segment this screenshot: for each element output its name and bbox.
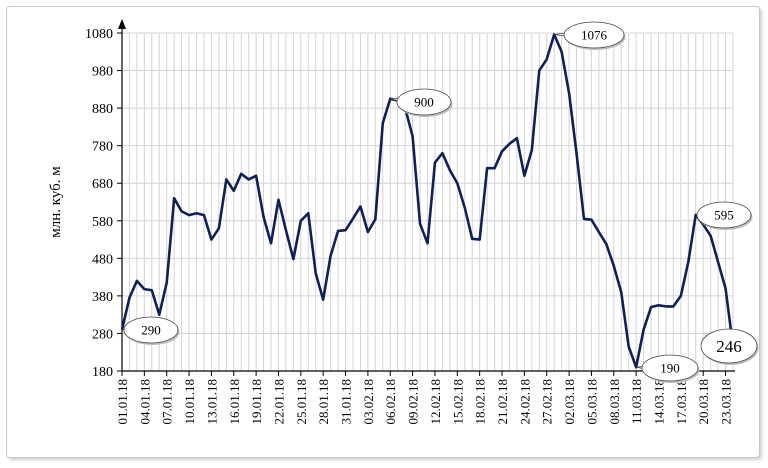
callouts: 290 900 1076 190 595 246: [121, 21, 759, 383]
y-tick-label: 980: [92, 65, 113, 80]
x-tick-label: 13.01.18: [204, 379, 219, 425]
y-tick-label: 580: [92, 215, 113, 230]
x-tick-label: 16.01.18: [227, 379, 242, 425]
x-tick-label: 01.01.18: [115, 379, 130, 425]
callout: 290: [121, 316, 180, 345]
x-tick-label: 06.02.18: [383, 379, 398, 425]
y-tick-label: 880: [92, 102, 113, 117]
x-tick-label: 05.03.18: [584, 379, 599, 425]
x-tick-label: 28.01.18: [316, 379, 331, 425]
callout: 900: [390, 88, 453, 117]
x-tick-label: 12.02.18: [428, 379, 443, 425]
callout-label: 190: [660, 361, 680, 376]
callout-label: 595: [714, 208, 734, 223]
callout-label: 900: [414, 95, 434, 110]
x-tick-label: 21.02.18: [495, 379, 510, 425]
x-tick-label: 04.01.18: [137, 379, 152, 425]
y-tick-label: 680: [92, 177, 113, 192]
x-tick-label: 07.01.18: [160, 379, 175, 425]
callout: 595: [695, 201, 753, 230]
callout-label: 246: [716, 337, 742, 356]
y-axis-arrow: [118, 19, 126, 29]
callout: 246: [700, 328, 759, 365]
x-tick-label: 15.02.18: [450, 379, 465, 425]
x-tick-label: 27.02.18: [540, 379, 555, 425]
x-tick-label: 31.01.18: [339, 379, 354, 425]
callout: 1076: [554, 21, 626, 50]
callout-label: 1076: [581, 28, 608, 43]
x-tick-label: 11.03.18: [629, 379, 644, 424]
y-axis-title: млн. куб. м: [48, 166, 64, 238]
callout-bubble: [123, 316, 179, 344]
x-tick-label: 08.03.18: [607, 379, 622, 425]
x-tick-label: 25.01.18: [294, 379, 309, 425]
y-tick-label: 480: [92, 252, 113, 267]
x-tick-label: 20.03.18: [696, 379, 711, 425]
y-tick-label: 180: [92, 365, 113, 380]
x-tick-label: 18.02.18: [473, 379, 488, 425]
x-tick-labels: 01.01.18 04.01.18 07.01.18 10.01.18 13.01.18…: [115, 379, 734, 425]
gridlines: [122, 32, 734, 371]
callout-bubble: [641, 354, 699, 382]
callout-label: 290: [141, 323, 161, 338]
x-tick-label: 23.03.18: [719, 379, 734, 425]
callout: 190: [636, 354, 700, 383]
x-tick-label: 03.02.18: [361, 379, 376, 425]
x-tick-label: 19.01.18: [249, 379, 264, 425]
x-tick-label: 02.03.18: [562, 379, 577, 425]
callout-bubble: [700, 328, 758, 364]
x-tick-label: 14.03.18: [651, 379, 666, 425]
axes: [117, 19, 735, 376]
callout-bubble: [696, 201, 752, 229]
y-tick-labels: 180 280 380 480 580 680 780 880 980 1080: [85, 27, 113, 380]
y-tick-label: 780: [92, 140, 113, 155]
y-tick-label: 380: [92, 290, 113, 305]
x-tick-label: 10.01.18: [182, 379, 197, 425]
x-tick-label: 24.02.18: [517, 379, 532, 425]
callout-bubble: [396, 88, 452, 116]
y-tick-label: 280: [92, 327, 113, 342]
x-tick-label: 22.01.18: [271, 379, 286, 425]
y-tick-label: 1080: [85, 27, 113, 42]
callout-bubble: [563, 21, 625, 49]
x-tick-label: 09.02.18: [406, 379, 421, 425]
x-tick-label: 17.03.18: [674, 379, 689, 425]
